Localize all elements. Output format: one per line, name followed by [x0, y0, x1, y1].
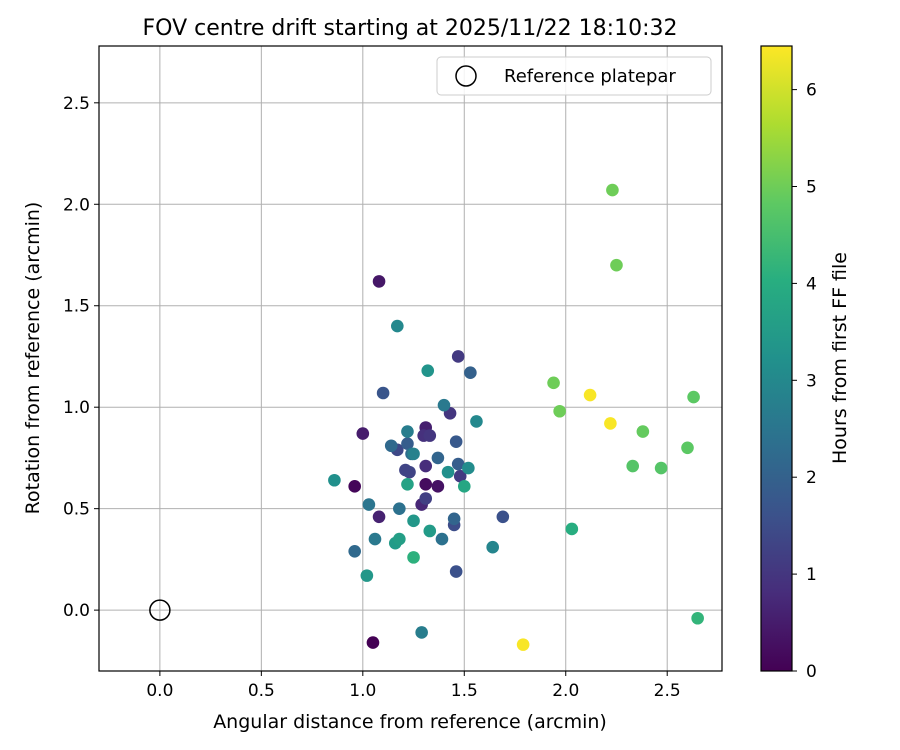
x-tick-label: 0.0	[146, 681, 173, 701]
x-tick-label: 1.5	[451, 681, 478, 701]
scatter-point	[604, 417, 617, 430]
scatter-point	[435, 532, 449, 546]
scatter-point	[393, 502, 406, 515]
scatter-point	[384, 439, 398, 453]
scatter-point	[486, 540, 499, 554]
scatter-point	[391, 319, 404, 333]
scatter-point	[691, 611, 704, 625]
scatter-point	[606, 183, 619, 197]
scatter-point	[407, 514, 420, 528]
y-tick-label: 2.5	[63, 94, 90, 114]
scatter-point	[407, 551, 420, 564]
scatter-point	[368, 532, 382, 546]
scatter-point	[356, 427, 370, 440]
scatter-point	[348, 480, 361, 493]
scatter-point	[372, 275, 386, 288]
plot-area: 0.0 0.5 1.0 1.5 2.0 2.5 0.0 0.5 1.0 1.5 2.0 2.5	[63, 45, 723, 701]
legend-box	[436, 56, 712, 96]
scatter-point	[462, 461, 475, 475]
scatter-point	[687, 390, 700, 404]
scatter-point	[360, 569, 374, 582]
scatter-point	[366, 636, 380, 649]
scatter-point	[372, 510, 386, 524]
scatter-point	[516, 638, 530, 651]
colorbar-ticks: 0 1 2 3 4 5 6	[792, 81, 817, 682]
y-axis-ticks: 0.0 0.5 1.0 1.5 2.0 2.5	[63, 94, 99, 621]
scatter-point	[547, 376, 560, 390]
scatter-point	[437, 398, 451, 412]
scatter-point	[362, 498, 376, 511]
scatter-point	[451, 457, 465, 471]
scatter-points	[149, 183, 704, 651]
plot-frame	[98, 45, 723, 672]
reference-platepar-marker	[149, 599, 171, 621]
scatter-point	[681, 441, 694, 455]
scatter-point	[553, 404, 566, 418]
x-tick-label: 2.5	[654, 681, 681, 701]
colorbar-tick-label: 0	[806, 662, 817, 682]
colorbar-tick-label: 4	[806, 274, 817, 294]
colorbar-tick-label: 5	[806, 178, 817, 198]
scatter-point	[401, 478, 414, 491]
scatter-point	[348, 544, 361, 558]
scatter-point	[431, 480, 445, 493]
x-tick-label: 1.0	[349, 681, 376, 701]
chart-title: FOV centre drift starting at 2025/11/22 …	[143, 16, 678, 41]
scatter-point	[423, 429, 437, 442]
scatter-point	[470, 415, 483, 428]
colorbar-tick-label: 3	[806, 371, 817, 391]
legend: Reference platepar	[436, 56, 712, 96]
scatter-point	[565, 522, 579, 536]
x-axis-label: Angular distance from reference (arcmin)	[213, 711, 607, 733]
scatter-point	[626, 459, 640, 473]
scatter-point	[441, 465, 455, 479]
y-axis-label: Rotation from reference (arcmin)	[22, 202, 44, 515]
scatter-point	[401, 425, 414, 438]
y-tick-label: 1.0	[63, 398, 90, 418]
scatter-point	[447, 512, 461, 526]
scatter-point	[496, 510, 510, 524]
x-tick-label: 2.0	[552, 681, 579, 701]
scatter-point	[419, 478, 433, 491]
plot-background	[99, 46, 722, 671]
scatter-point	[431, 451, 445, 465]
scatter-point	[393, 532, 406, 546]
legend-label: Reference platepar	[504, 66, 676, 87]
colorbar-tick-label: 1	[806, 565, 817, 585]
y-tick-label: 0.5	[63, 500, 90, 520]
scatter-point	[421, 364, 435, 377]
colorbar-tick-label: 2	[806, 468, 817, 488]
grid	[99, 46, 722, 671]
scatter-point	[654, 461, 668, 475]
scatter-point	[464, 366, 477, 380]
scatter-point	[415, 626, 428, 639]
scatter-point	[583, 388, 597, 402]
scatter-point	[376, 386, 390, 400]
scatter-point	[449, 435, 463, 448]
colorbar: 0 1 2 3 4 5 6 Hours from first FF file	[760, 45, 851, 682]
legend-marker-open-circle	[455, 65, 477, 87]
colorbar-tick-label: 6	[806, 81, 817, 101]
scatter-point	[610, 258, 623, 272]
x-axis-ticks: 0.0 0.5 1.0 1.5 2.0 2.5	[146, 671, 681, 701]
scatter-point	[457, 480, 471, 493]
scatter-point	[451, 350, 465, 363]
scatter-point	[403, 465, 416, 479]
scatter-point	[328, 473, 341, 487]
scatter-point	[423, 524, 437, 538]
scatter-point	[453, 469, 467, 483]
y-tick-label: 2.0	[63, 195, 90, 215]
colorbar-label: Hours from first FF file	[829, 252, 851, 464]
scatter-point	[636, 425, 650, 438]
scatter-point	[419, 492, 433, 505]
scatter-point	[449, 565, 463, 578]
y-tick-label: 1.5	[63, 297, 90, 317]
scatter-point	[419, 459, 433, 473]
colorbar-gradient	[760, 45, 793, 672]
y-tick-label: 0.0	[63, 601, 90, 621]
x-tick-label: 0.5	[248, 681, 275, 701]
scatter-point	[407, 447, 420, 461]
scatter-point	[401, 437, 414, 451]
